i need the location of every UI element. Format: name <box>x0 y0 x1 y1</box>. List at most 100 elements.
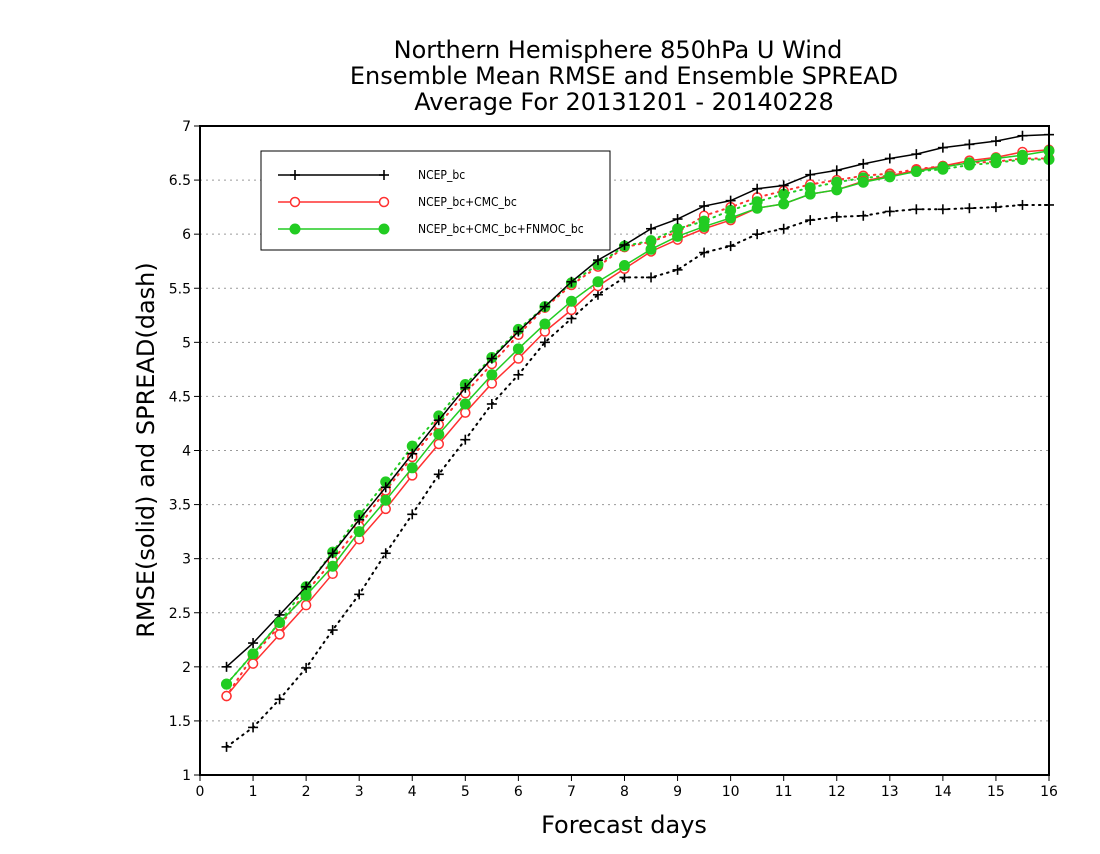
data-point <box>301 662 312 673</box>
data-point <box>725 241 736 252</box>
x-tick-label: 12 <box>828 784 846 800</box>
data-point <box>619 272 630 283</box>
legend-marker <box>378 223 390 235</box>
data-point <box>380 503 391 515</box>
data-point <box>592 289 603 300</box>
data-point <box>247 648 259 660</box>
data-point <box>300 589 312 601</box>
legend-marker <box>378 196 390 208</box>
data-point <box>619 239 630 250</box>
data-point <box>407 448 418 459</box>
legend-label: NCEP_bc <box>418 168 465 182</box>
x-tick-label: 13 <box>881 784 899 800</box>
legend-item: NCEP_bc <box>278 168 465 182</box>
data-point <box>964 139 975 150</box>
data-point <box>1017 130 1028 141</box>
data-point <box>433 438 445 450</box>
series-layer <box>221 129 1055 752</box>
y-tick-label: 7 <box>182 119 191 135</box>
data-point <box>752 183 763 194</box>
data-point <box>672 214 683 225</box>
data-point <box>513 353 524 364</box>
data-point <box>221 741 232 752</box>
data-point <box>1016 149 1028 161</box>
data-point <box>805 215 816 226</box>
data-point <box>752 229 763 240</box>
data-point <box>699 201 710 212</box>
data-point <box>460 407 471 418</box>
data-point <box>990 152 1002 164</box>
data-point <box>672 264 683 275</box>
data-point <box>857 176 869 188</box>
data-point <box>354 589 365 600</box>
y-axis: 1 1.5 2 2.5 3 3.5 4 4.5 5 5.5 6 6.5 7 <box>169 119 200 784</box>
x-tick-label: 4 <box>408 784 417 800</box>
y-tick-label: 2 <box>182 660 191 676</box>
data-point <box>911 149 922 160</box>
x-tick-label: 9 <box>673 784 682 800</box>
data-point <box>380 482 391 493</box>
data-point <box>486 378 498 389</box>
chart-title: Northern Hemisphere 850hPa U Wind Ensemb… <box>350 36 898 116</box>
data-point <box>805 169 816 180</box>
y-tick-label: 3.5 <box>169 498 191 514</box>
legend-item: NCEP_bc+CMC_bc+FNMOC_bc <box>278 222 584 236</box>
data-point <box>460 382 471 393</box>
data-point <box>858 158 869 169</box>
data-point <box>884 206 895 217</box>
y-tick-label: 6.5 <box>169 173 191 189</box>
y-tick-label: 4.5 <box>169 389 191 405</box>
x-tick-label: 0 <box>196 784 205 800</box>
y-tick-label: 3 <box>182 552 191 568</box>
x-tick-label: 1 <box>249 784 258 800</box>
x-tick-label: 14 <box>934 784 952 800</box>
data-point <box>725 212 737 224</box>
data-point <box>407 509 418 520</box>
data-point <box>831 211 842 222</box>
x-tick-label: 7 <box>567 784 576 800</box>
data-point <box>964 203 975 214</box>
data-point <box>566 304 577 316</box>
data-point <box>513 369 524 380</box>
series-line-ncep-bc-spread <box>225 203 1050 748</box>
data-point <box>433 415 444 426</box>
data-point <box>512 343 524 355</box>
x-axis-title: Forecast days <box>541 811 707 839</box>
data-point <box>460 434 471 445</box>
y-tick-label: 5 <box>182 335 191 351</box>
data-point <box>699 247 710 258</box>
data-point <box>778 198 790 210</box>
y-tick-label: 6 <box>182 227 191 243</box>
data-point <box>248 638 259 649</box>
legend-marker <box>379 170 389 180</box>
data-point <box>221 661 232 672</box>
data-point <box>539 301 550 312</box>
data-point <box>327 548 338 559</box>
x-tick-label: 8 <box>620 784 629 800</box>
data-point <box>831 165 842 176</box>
y-tick-label: 1.5 <box>169 714 191 730</box>
data-point <box>433 469 444 480</box>
data-point <box>645 243 657 255</box>
data-point <box>248 722 259 733</box>
data-point <box>406 462 418 474</box>
data-point <box>539 318 551 330</box>
data-point <box>884 153 895 164</box>
legend: NCEP_bc NCEP_bc+CMC_bc NCEP_bc+CMC_bc+FNMO… <box>260 150 611 251</box>
legend-marker <box>289 196 301 208</box>
data-point <box>380 548 391 559</box>
data-point <box>327 625 338 636</box>
data-point <box>646 272 657 283</box>
legend-item: NCEP_bc+CMC_bc <box>278 195 517 209</box>
legend-marker <box>290 170 300 180</box>
y-tick-label: 4 <box>182 444 191 460</box>
x-tick-label: 2 <box>302 784 311 800</box>
title-line-1: Northern Hemisphere 850hPa U Wind <box>394 36 843 64</box>
data-point <box>990 136 1001 147</box>
data-point <box>486 353 497 364</box>
data-point <box>646 223 657 234</box>
data-point <box>910 165 922 177</box>
data-point <box>937 142 948 153</box>
